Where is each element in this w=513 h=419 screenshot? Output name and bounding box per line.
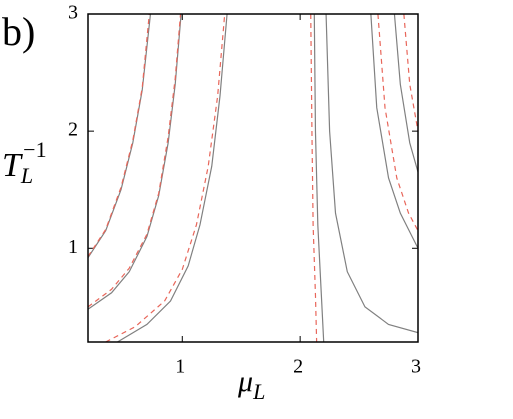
solid-curve: [325, 14, 418, 334]
dashed-curve: [88, 14, 182, 308]
solid-curve: [393, 14, 418, 173]
y-label-base: T: [2, 147, 23, 184]
solid-curve: [88, 14, 182, 310]
dashed-curve: [403, 14, 418, 132]
x-tick-label: 2: [293, 356, 303, 378]
solid-curve: [117, 14, 228, 342]
solid-curve: [88, 14, 152, 258]
x-axis-label: μL: [237, 365, 265, 404]
plot-frame: [87, 13, 419, 343]
y-tick-label: 2: [68, 119, 78, 141]
y-tick-label: 1: [68, 236, 78, 258]
x-label-base: μ: [237, 365, 253, 398]
dashed-curve: [377, 14, 418, 231]
solid-curve: [370, 14, 418, 249]
dashed-curve: [105, 14, 226, 342]
y-axis-label: TL−1: [2, 137, 47, 188]
y-label-sub: L: [20, 163, 33, 188]
dashed-curve: [310, 14, 318, 342]
dashed-curve: [88, 14, 150, 257]
y-tick-label: 3: [68, 2, 78, 24]
x-tick-label: 1: [175, 356, 185, 378]
y-label-sup: −1: [23, 137, 46, 162]
x-tick-label: 3: [411, 356, 421, 378]
x-label-sub: L: [252, 379, 265, 404]
solid-curve: [313, 14, 325, 342]
panel-label: b): [2, 9, 35, 54]
